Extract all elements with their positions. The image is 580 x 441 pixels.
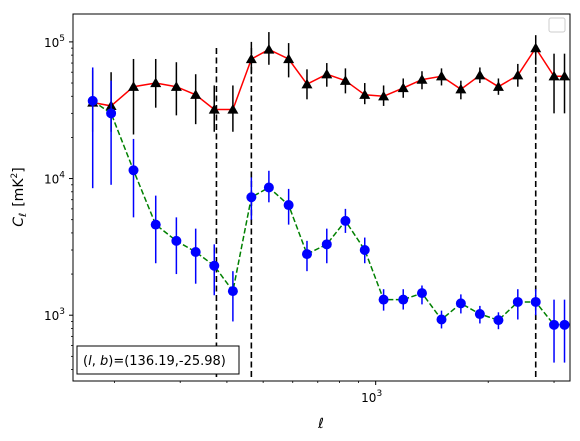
data-point-circle [512,296,523,307]
data-point-circle [283,200,294,211]
legend-box [548,17,566,33]
y-tick-label: 105 [44,34,65,50]
data-point-triangle [301,78,313,89]
data-point-triangle [559,70,570,81]
data-series [87,32,570,363]
y-tick-label: 104 [44,171,65,187]
data-point-circle [416,288,427,299]
data-point-circle [559,319,570,330]
data-point-circle [106,108,117,119]
data-point-triangle [474,69,486,80]
data-point-circle [321,239,332,250]
data-point-circle [378,294,389,305]
data-point-triangle [416,74,428,84]
data-point-triangle [263,43,275,54]
data-point-circle [171,235,182,246]
data-point-triangle [245,53,257,64]
data-point-circle [530,296,541,307]
data-point-triangle [208,104,220,114]
x-axis-label: ℓ [317,416,324,432]
data-point-circle [493,315,504,326]
data-point-triangle [190,89,202,99]
data-point-circle [128,165,139,176]
data-point-circle [87,95,98,106]
y-axis-label: Cℓ[mK2] [10,167,29,226]
data-point-circle [359,245,370,256]
data-point-circle [209,260,220,271]
data-point-triangle [530,42,542,53]
data-point-triangle [512,69,524,80]
data-point-triangle [150,77,162,88]
data-point-circle [227,286,238,297]
data-point-circle [301,249,312,260]
data-point-circle [398,294,409,305]
data-point-triangle [170,81,182,91]
annotation-box: (l, b)=(136.19,-25.98) [76,345,240,375]
y-tick-label: 103 [44,307,65,323]
data-point-triangle [128,81,140,91]
data-point-triangle [321,68,333,79]
data-point-circle [549,319,560,330]
data-point-triangle [436,70,448,81]
series-line [92,46,565,111]
vertical-reference-lines [215,48,537,381]
annotation-text: (l, b)=(136.19,-25.98) [83,354,226,369]
data-point-circle [340,215,351,226]
data-point-triangle [339,75,351,85]
data-point-triangle [378,90,390,101]
data-point-circle [263,182,274,193]
data-point-circle [474,309,485,320]
series-1 [87,32,570,135]
data-point-circle [455,298,466,309]
data-point-circle [246,192,257,203]
data-point-circle [190,247,201,258]
data-point-circle [150,219,161,230]
data-point-triangle [455,83,467,94]
series-2 [87,67,570,363]
data-point-triangle [283,53,295,64]
data-point-triangle [397,82,409,93]
data-point-triangle [359,89,371,99]
data-point-triangle [227,104,239,114]
plot-frame [72,13,571,382]
data-point-circle [436,314,447,325]
series-line [92,100,565,326]
data-point-triangle [492,81,504,91]
x-tick-label: 103 [361,389,382,405]
data-point-triangle [548,70,560,81]
axis-ticks: 103 104 105 103 [44,34,555,405]
